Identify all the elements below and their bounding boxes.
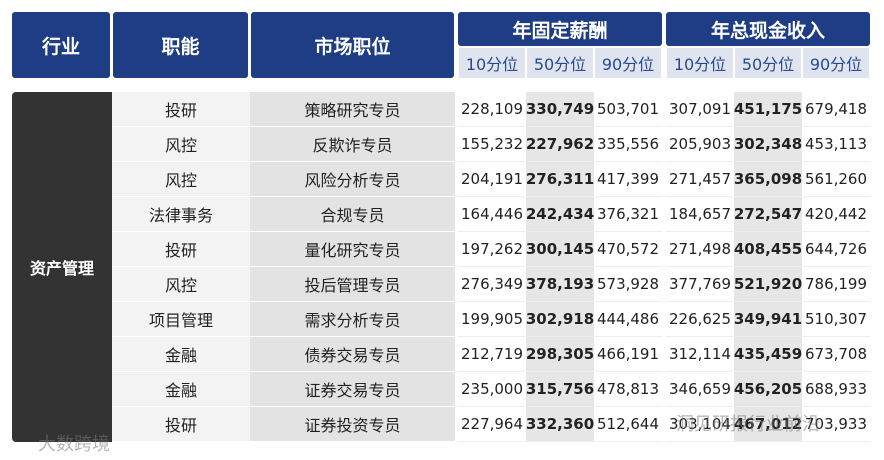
position-cell: 量化研究专员	[250, 232, 455, 267]
function-cell: 投研	[112, 232, 250, 267]
value-cell: 303,104	[666, 407, 734, 442]
value-cell: 227,962	[526, 127, 594, 162]
position-cell: 证券投资专员	[250, 407, 455, 442]
value-cell: 300,145	[526, 232, 594, 267]
function-cell: 风控	[112, 267, 250, 302]
watermark: 大数跨境	[38, 434, 110, 455]
value-cell: 302,918	[526, 302, 594, 337]
value-cell: 184,657	[666, 197, 734, 232]
function-cell: 法律事务	[112, 197, 250, 232]
value-cell: 242,434	[526, 197, 594, 232]
value-cell: 271,457	[666, 162, 734, 197]
value-cell: 453,113	[802, 127, 870, 162]
value-cell: 510,307	[802, 302, 870, 337]
value-cell: 644,726	[802, 232, 870, 267]
value-cell: 204,191	[458, 162, 526, 197]
function-cell: 投研	[112, 407, 250, 442]
value-cell: 199,905	[458, 302, 526, 337]
value-cell: 227,964	[458, 407, 526, 442]
value-cell: 376,321	[594, 197, 662, 232]
function-cell: 风控	[112, 162, 250, 197]
position-cell: 合规专员	[250, 197, 455, 232]
value-cell: 272,547	[734, 197, 802, 232]
value-cell: 164,446	[458, 197, 526, 232]
value-cell: 197,262	[458, 232, 526, 267]
value-cell: 298,305	[526, 337, 594, 372]
value-cell: 470,572	[594, 232, 662, 267]
value-cell: 503,701	[594, 92, 662, 127]
value-cell: 365,098	[734, 162, 802, 197]
value-cell: 312,114	[666, 337, 734, 372]
value-cell: 679,418	[802, 92, 870, 127]
position-cell: 证券交易专员	[250, 372, 455, 407]
value-cell: 228,109	[458, 92, 526, 127]
value-cell: 673,708	[802, 337, 870, 372]
value-cell: 417,399	[594, 162, 662, 197]
group-title: 年固定薪酬	[458, 12, 662, 46]
position-cell: 反欺诈专员	[250, 127, 455, 162]
value-cell: 435,459	[734, 337, 802, 372]
header-industry: 行业	[12, 12, 110, 78]
percentile-header: 50分位	[527, 48, 593, 78]
value-cell: 276,349	[458, 267, 526, 302]
value-cell: 688,933	[802, 372, 870, 407]
value-cell: 235,000	[458, 372, 526, 407]
value-cell: 466,191	[594, 337, 662, 372]
industry-cell: 资产管理	[12, 92, 112, 442]
position-cell: 投后管理专员	[250, 267, 455, 302]
value-cell: 307,091	[666, 92, 734, 127]
watermark: 洞见研报行业前沿	[676, 414, 820, 435]
position-cell: 需求分析专员	[250, 302, 455, 337]
value-cell: 478,813	[594, 372, 662, 407]
percentile-header: 90分位	[595, 48, 661, 78]
value-cell: 349,941	[734, 302, 802, 337]
group-title: 年总现金收入	[666, 12, 870, 46]
value-cell: 456,205	[734, 372, 802, 407]
value-cell: 786,199	[802, 267, 870, 302]
value-cell: 703,933	[802, 407, 870, 442]
value-cell: 276,311	[526, 162, 594, 197]
percentile-header: 90分位	[803, 48, 869, 78]
function-cell: 风控	[112, 127, 250, 162]
percentile-header: 50分位	[735, 48, 801, 78]
value-cell: 330,749	[526, 92, 594, 127]
value-cell: 335,556	[594, 127, 662, 162]
value-cell: 521,920	[734, 267, 802, 302]
value-cell: 212,719	[458, 337, 526, 372]
function-cell: 金融	[112, 372, 250, 407]
value-cell: 378,193	[526, 267, 594, 302]
value-cell: 377,769	[666, 267, 734, 302]
header-position: 市场职位	[251, 12, 454, 78]
value-cell: 451,175	[734, 92, 802, 127]
percentile-header: 10分位	[459, 48, 525, 78]
value-cell: 226,625	[666, 302, 734, 337]
position-cell: 策略研究专员	[250, 92, 455, 127]
position-cell: 债券交易专员	[250, 337, 455, 372]
function-cell: 项目管理	[112, 302, 250, 337]
value-cell: 512,644	[594, 407, 662, 442]
value-cell: 346,659	[666, 372, 734, 407]
position-cell: 风险分析专员	[250, 162, 455, 197]
value-cell: 408,455	[734, 232, 802, 267]
value-cell: 332,360	[526, 407, 594, 442]
header-function: 职能	[113, 12, 248, 78]
value-cell: 315,756	[526, 372, 594, 407]
percentile-header: 10分位	[667, 48, 733, 78]
value-cell: 573,928	[594, 267, 662, 302]
value-cell: 155,232	[458, 127, 526, 162]
value-cell: 302,348	[734, 127, 802, 162]
value-cell: 561,260	[802, 162, 870, 197]
value-cell: 467,012	[734, 407, 802, 442]
value-cell: 444,486	[594, 302, 662, 337]
value-cell: 420,442	[802, 197, 870, 232]
function-cell: 投研	[112, 92, 250, 127]
value-cell: 271,498	[666, 232, 734, 267]
value-cell: 205,903	[666, 127, 734, 162]
function-cell: 金融	[112, 337, 250, 372]
